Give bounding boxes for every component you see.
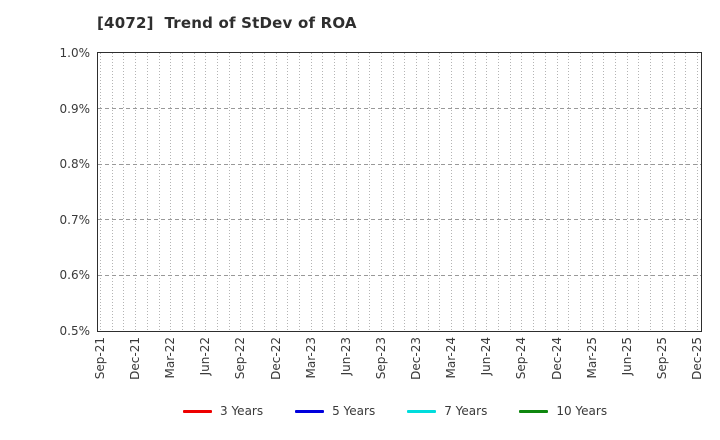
plot-v-gridline [544,53,546,331]
plot-v-gridline [263,53,265,331]
plot-v-gridline [310,53,312,331]
x-tick-label: Mar-22 [163,337,178,379]
legend-line-swatch [519,409,549,413]
legend-line-swatch [295,409,325,413]
plot-v-gridline [357,53,359,331]
plot-v-gridline [404,53,406,331]
plot-area [97,52,702,332]
plot-v-gridline [568,53,570,331]
plot-v-gridline [509,53,511,331]
plot-v-gridline [603,53,605,331]
plot-v-gridline [498,53,499,331]
plot-v-gridline [334,53,336,331]
legend-item-3-years: 3 Years [183,404,263,418]
legend-label: 10 Years [556,404,608,418]
x-tick-label: Sep-23 [373,337,388,380]
plot-h-gridline [98,219,701,221]
plot-v-gridline [193,53,195,331]
x-tick-label: Dec-21 [128,337,143,380]
plot-v-gridline [181,53,183,331]
legend-line-swatch [183,409,212,413]
plot-v-gridline [521,53,523,331]
plot-v-gridline [322,53,324,331]
legend-label: 5 Years [332,404,376,418]
plot-v-gridline [392,53,394,331]
plot-v-gridline [380,53,382,331]
legend-line-swatch [407,409,437,413]
plot-v-gridline [123,53,125,331]
plot-v-gridline [135,53,137,331]
y-tick-label: 0.8% [59,157,91,172]
legend-label: 3 Years [220,404,264,418]
x-tick-label: Sep-22 [233,337,248,380]
x-tick-label: Jun-25 [619,337,634,376]
legend-item-10-years: 10 Years [519,404,607,418]
plot-v-gridline [661,53,663,331]
x-tick-label: Jun-24 [479,337,494,376]
x-tick-label: Mar-23 [303,337,318,379]
plot-h-gridline [98,274,701,276]
plot-v-gridline [205,53,207,331]
plot-v-gridline [591,53,593,331]
plot-v-gridline [615,53,617,331]
y-tick-label: 1.0% [59,46,91,60]
plot-v-gridline [474,53,476,331]
plot-v-gridline [240,53,242,331]
x-tick-label: Mar-25 [584,337,599,379]
legend: 3 Years 5 Years 7 Years 10 Years [183,402,607,420]
legend-item-7-years: 7 Years [407,404,487,418]
plot-v-gridline [111,53,113,331]
y-tick-label: 0.6% [59,268,91,283]
plot-v-gridline [369,53,371,331]
plot-v-gridline [299,53,300,331]
plot-v-gridline [626,53,628,331]
plot-v-gridline [697,53,698,331]
plot-h-gridline [98,163,701,165]
plot-v-gridline [579,53,581,331]
plot-v-gridline [252,53,254,331]
x-tick-label: Mar-24 [444,337,459,379]
plot-v-gridline [275,53,277,331]
y-tick-label: 0.9% [59,101,91,116]
x-tick-label: Dec-22 [268,337,283,380]
plot-v-gridline [462,53,464,331]
plot-v-gridline [416,53,418,331]
y-tick-label: 0.7% [59,212,91,227]
x-tick-label: Sep-24 [514,337,529,380]
x-tick-label: Dec-23 [409,337,424,380]
x-tick-label: Dec-24 [549,337,564,380]
plot-v-gridline [451,53,453,331]
x-tick-label: Sep-25 [654,337,669,380]
y-tick-label: 0.5% [59,324,91,338]
x-tick-label: Jun-22 [198,337,213,376]
plot-v-gridline [486,53,488,331]
plot-v-gridline [287,53,289,331]
legend-label: 7 Years [444,404,488,418]
plot-v-gridline [217,53,219,331]
plot-v-gridline [158,53,160,331]
plot-v-gridline [427,53,429,331]
plot-v-gridline [146,53,148,331]
plot-v-gridline [685,53,687,331]
plot-v-gridline [228,53,230,331]
plot-h-gridline [98,108,701,110]
x-tick-label: Jun-23 [338,337,353,376]
x-tick-label: Dec-25 [690,337,704,380]
plot-v-gridline [100,53,101,331]
chart-title: [4072] Trend of StDev of ROA [97,14,357,32]
plot-v-gridline [170,53,172,331]
legend-item-5-years: 5 Years [295,404,375,418]
plot-v-gridline [345,53,347,331]
plot-v-gridline [650,53,652,331]
plot-v-gridline [673,53,675,331]
plot-v-gridline [556,53,558,331]
plot-v-gridline [638,53,640,331]
x-tick-label: Sep-21 [93,337,107,380]
plot-v-gridline [533,53,535,331]
plot-v-gridline [439,53,441,331]
